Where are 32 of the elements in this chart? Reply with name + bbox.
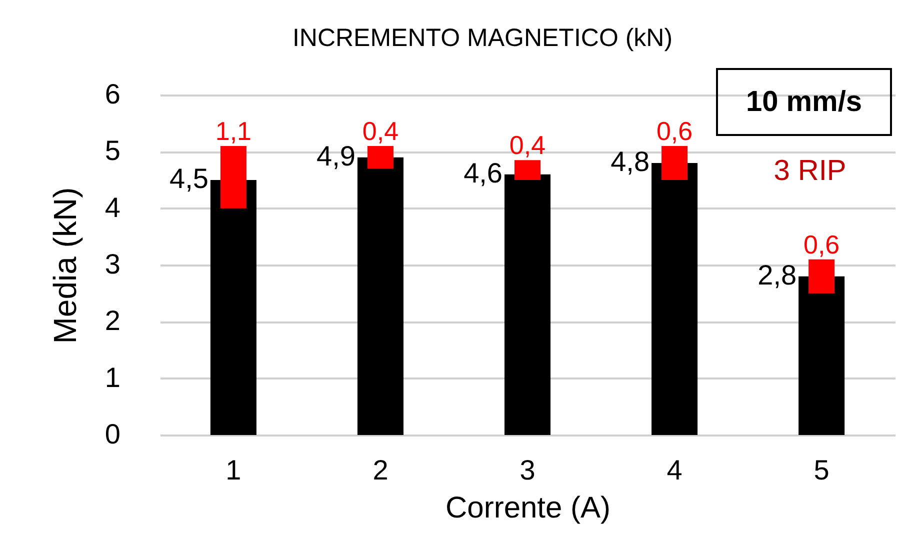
data-label: 4,9 bbox=[316, 140, 356, 172]
x-axis-title: Corrente (A) bbox=[445, 492, 611, 524]
y-tick-label: 3 bbox=[104, 248, 120, 280]
annotation: 0,4 bbox=[509, 130, 546, 160]
y-tick-label: 1 bbox=[104, 362, 120, 393]
y-tick-label: 5 bbox=[104, 135, 120, 166]
bar bbox=[652, 163, 698, 435]
x-tick-label: 1 bbox=[226, 454, 242, 486]
y-tick-label: 0 bbox=[104, 418, 120, 450]
y-tick-label: 6 bbox=[104, 78, 120, 110]
x-tick-label: 5 bbox=[814, 454, 830, 486]
annotation: 0,4 bbox=[362, 116, 399, 146]
bar bbox=[798, 276, 845, 435]
data-label: 4,8 bbox=[610, 146, 650, 177]
x-tick-label: 3 bbox=[520, 454, 536, 486]
annotation: 0,6 bbox=[803, 229, 840, 260]
bar bbox=[357, 157, 404, 435]
y-tick-label: 2 bbox=[104, 305, 120, 336]
data-label: 4,6 bbox=[464, 157, 502, 188]
y-axis-title: Media (kN) bbox=[46, 187, 83, 344]
x-tick-label: 4 bbox=[666, 454, 682, 486]
annotation: 0,6 bbox=[656, 116, 693, 146]
y-tick-label: 4 bbox=[104, 192, 120, 223]
data-label: 4,5 bbox=[170, 163, 208, 194]
annotation: 3 RIP bbox=[772, 155, 848, 188]
framed-note: 10 mm/s bbox=[716, 68, 892, 136]
annotation: 1,1 bbox=[215, 116, 252, 146]
x-tick-label: 2 bbox=[372, 454, 388, 486]
data-label: 2,8 bbox=[758, 259, 797, 290]
chart-title: INCREMENTO MAGNETICO (kN) bbox=[292, 24, 673, 52]
bar bbox=[504, 174, 551, 435]
bar bbox=[210, 180, 256, 435]
